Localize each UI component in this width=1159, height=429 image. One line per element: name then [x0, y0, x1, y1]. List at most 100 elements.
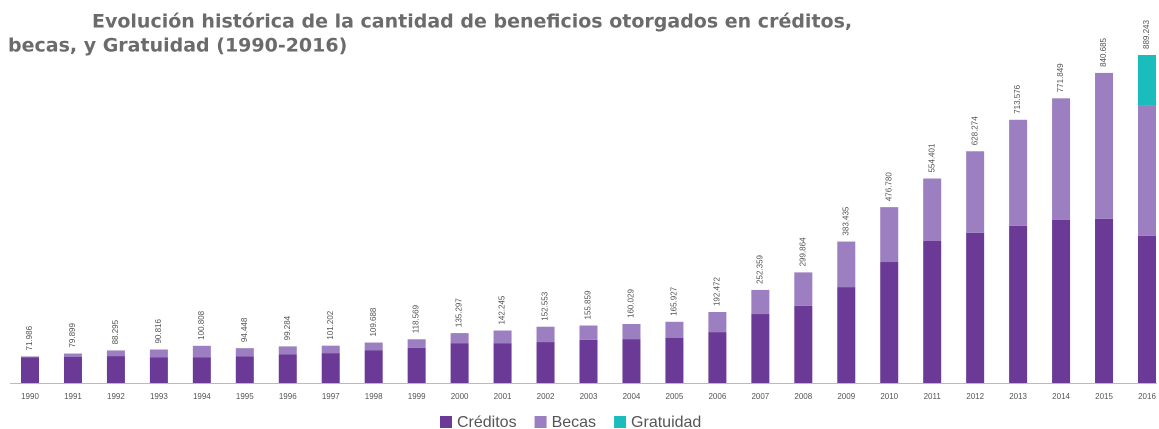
- bar-segment: [192, 345, 211, 358]
- x-tick-label: 2003: [580, 392, 598, 401]
- total-label: 840.685: [1099, 37, 1108, 66]
- x-tick-label: 1993: [150, 392, 168, 401]
- total-label: 71.986: [25, 325, 34, 350]
- total-label: 99.284: [283, 315, 292, 340]
- total-label: 94.448: [240, 317, 249, 342]
- bar-segment: [1009, 225, 1028, 383]
- total-label: 713.576: [1013, 84, 1022, 113]
- bar-segment: [63, 356, 82, 383]
- chart-title: becas, y Gratuidad (1990-2016): [8, 35, 347, 57]
- x-tick-label: 1998: [365, 392, 383, 401]
- x-tick-label: 2002: [537, 392, 555, 401]
- total-label: 299.864: [798, 237, 807, 266]
- x-tick-label: 2000: [451, 392, 469, 401]
- bar-segment: [493, 330, 512, 344]
- bar-segment: [106, 356, 125, 383]
- bar-segment: [1052, 98, 1071, 220]
- bar-segment: [1138, 235, 1156, 383]
- legend-label: Créditos: [457, 414, 517, 429]
- x-tick-label: 1994: [193, 392, 211, 401]
- bar-segment: [1095, 218, 1114, 383]
- bar-segment: [321, 353, 340, 383]
- bar-segment: [278, 354, 297, 383]
- total-label: 252.359: [755, 254, 764, 283]
- bar-segment: [1138, 55, 1156, 106]
- bar-segment: [21, 356, 39, 358]
- x-tick-label: 1999: [408, 392, 426, 401]
- total-label: 476.780: [884, 172, 893, 201]
- x-tick-label: 2014: [1052, 392, 1070, 401]
- total-label: 100.808: [197, 310, 206, 339]
- bar-segment: [149, 349, 168, 358]
- bar-segment: [321, 345, 340, 354]
- total-label: 152.553: [541, 291, 550, 320]
- bar-segment: [751, 314, 770, 383]
- bar-segment: [708, 312, 727, 333]
- x-tick-label: 2008: [794, 392, 812, 401]
- total-label: 142.245: [498, 295, 507, 324]
- x-tick-label: 2001: [494, 392, 512, 401]
- total-label: 155.859: [584, 290, 593, 319]
- bar-segment: [192, 357, 211, 383]
- x-tick-label: 2011: [924, 392, 942, 401]
- bar-segment: [622, 323, 641, 340]
- bar-segment: [493, 343, 512, 383]
- legend-swatch: [534, 416, 547, 428]
- total-label: 554.401: [927, 143, 936, 172]
- x-tick-label: 2013: [1009, 392, 1027, 401]
- bar-segment: [364, 350, 383, 383]
- bar-segment: [923, 178, 942, 241]
- bar-segment: [536, 342, 555, 383]
- bar-segment: [149, 357, 168, 383]
- total-label: 109.688: [369, 307, 378, 336]
- legend-label: Becas: [552, 414, 596, 429]
- total-label: 628.274: [970, 116, 979, 145]
- x-tick-label: 1997: [322, 392, 340, 401]
- bar-segment: [708, 332, 727, 383]
- x-tick-label: 2015: [1095, 392, 1113, 401]
- bar-segment: [235, 356, 254, 383]
- total-label: 165.927: [670, 286, 679, 315]
- bar-segment: [579, 339, 598, 383]
- total-label: 88.295: [111, 319, 120, 344]
- bar-segment: [63, 353, 82, 357]
- bar-segment: [751, 289, 770, 315]
- x-tick-label: 2009: [837, 392, 855, 401]
- x-tick-label: 2005: [666, 392, 684, 401]
- total-label: 118.569: [412, 304, 421, 333]
- x-tick-label: 2007: [751, 392, 769, 401]
- bar-segment: [21, 357, 39, 383]
- legend-swatch: [614, 416, 627, 428]
- total-label: 135.297: [455, 298, 464, 327]
- bar-segment: [966, 151, 985, 233]
- total-label: 90.816: [154, 318, 163, 343]
- bar-segment: [278, 346, 297, 355]
- x-tick-label: 2016: [1138, 392, 1156, 401]
- bar-segment: [450, 343, 469, 383]
- x-tick-label: 2004: [623, 392, 641, 401]
- bar-segment: [1095, 72, 1114, 219]
- x-tick-label: 1995: [236, 392, 254, 401]
- bar-segment: [407, 347, 426, 383]
- bar-segment: [536, 326, 555, 343]
- bar-segment: [880, 262, 899, 383]
- total-label: 160.029: [627, 289, 636, 318]
- legend-label: Gratuidad: [631, 414, 701, 429]
- total-label: 889.243: [1142, 20, 1151, 49]
- bar-segment: [622, 339, 641, 383]
- legend-swatch: [440, 416, 452, 428]
- bar-segment: [837, 241, 856, 288]
- bar-segment: [837, 287, 856, 383]
- x-tick-label: 1991: [64, 392, 82, 401]
- x-tick-label: 1990: [21, 392, 39, 401]
- bar-segment: [106, 350, 125, 357]
- bar-segment: [794, 305, 813, 383]
- bar-segment: [665, 337, 684, 383]
- x-tick-label: 1996: [279, 392, 297, 401]
- bar-segment: [450, 333, 469, 344]
- bar-segment: [579, 325, 598, 340]
- bar-segment: [407, 339, 426, 348]
- bar-segment: [665, 321, 684, 338]
- x-tick-label: 1992: [107, 392, 125, 401]
